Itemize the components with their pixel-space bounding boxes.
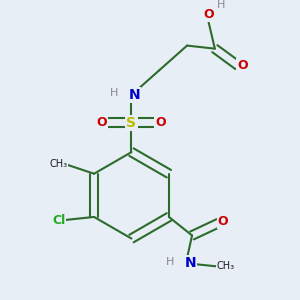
- Text: N: N: [129, 88, 140, 102]
- Text: Cl: Cl: [52, 214, 65, 226]
- Text: H: H: [217, 0, 225, 11]
- Text: O: O: [97, 116, 107, 129]
- Text: O: O: [218, 215, 228, 228]
- Text: O: O: [155, 116, 166, 129]
- Text: H: H: [110, 88, 119, 98]
- Text: CH₃: CH₃: [50, 160, 68, 170]
- Text: H: H: [166, 257, 175, 267]
- Text: S: S: [127, 116, 136, 130]
- Text: O: O: [237, 59, 248, 72]
- Text: N: N: [185, 256, 196, 270]
- Text: O: O: [203, 8, 214, 21]
- Text: CH₃: CH₃: [217, 261, 235, 271]
